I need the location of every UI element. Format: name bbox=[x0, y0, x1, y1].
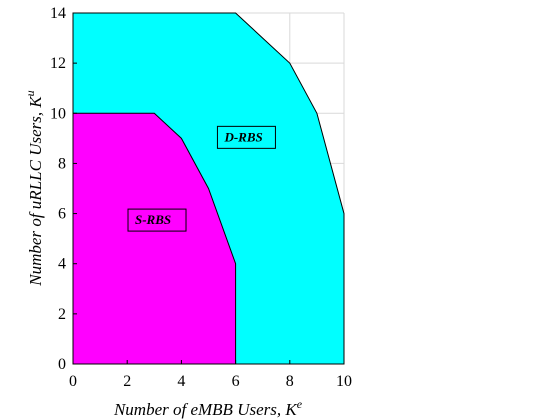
y-tick-labels: 0 2 4 6 8 10 12 14 bbox=[50, 5, 77, 373]
y-tick-label-4: 8 bbox=[58, 155, 66, 172]
label-text-s-rbs: S-RBS bbox=[135, 212, 171, 227]
y-axis-title: Number of uRLLC Users, Ku bbox=[23, 90, 45, 286]
label-d-rbs: D-RBS bbox=[216, 125, 276, 149]
y-tick-label-6: 12 bbox=[50, 55, 66, 72]
region-labels: D-RBS S-RBS bbox=[127, 125, 276, 232]
region-s-rbs bbox=[72, 112, 237, 365]
label-box-d-rbs bbox=[216, 125, 276, 149]
y-tick-label-2: 4 bbox=[58, 256, 66, 273]
x-tick-label-4: 8 bbox=[286, 373, 294, 390]
regions bbox=[72, 12, 345, 365]
y-tick-label-3: 6 bbox=[58, 206, 66, 223]
x-axis-title: Number of eMBB Users, Ke bbox=[113, 397, 303, 419]
label-s-rbs: S-RBS bbox=[127, 208, 187, 232]
y-tick-label-1: 2 bbox=[58, 306, 66, 323]
y-tick-label-5: 10 bbox=[50, 105, 66, 122]
x-tick-label-0: 0 bbox=[69, 373, 77, 390]
y-tick-label-0: 0 bbox=[58, 356, 66, 373]
x-tick-label-1: 2 bbox=[123, 373, 131, 390]
y-tick-label-7: 14 bbox=[50, 5, 66, 22]
x-tick-labels: 0 2 4 6 8 10 bbox=[69, 360, 352, 390]
x-tick-label-5: 10 bbox=[336, 373, 352, 390]
label-box-s-rbs bbox=[127, 208, 187, 232]
x-tick-label-3: 6 bbox=[232, 373, 240, 390]
label-text-d-rbs: D-RBS bbox=[223, 129, 262, 144]
x-tick-label-2: 4 bbox=[177, 373, 185, 390]
